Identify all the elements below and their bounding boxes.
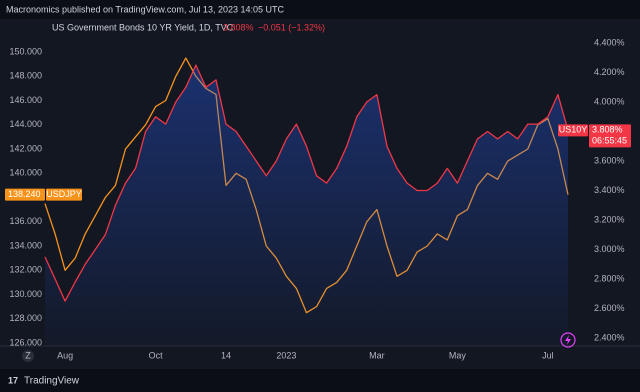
y-tick-label: 140.000 <box>9 168 42 178</box>
y-tick-label: 128.000 <box>9 313 42 323</box>
price-tag <box>5 188 45 201</box>
plot <box>44 57 569 346</box>
footer-logo: 17 <box>8 375 18 385</box>
y2-tick-label: 3.400% <box>594 185 625 195</box>
y2-tick-label: 4.200% <box>594 67 625 77</box>
scale-button-bg[interactable] <box>22 350 34 362</box>
y-tick-label: 134.000 <box>9 240 42 250</box>
y2-tick-label: 4.000% <box>594 96 625 106</box>
y-tick-label: 150.000 <box>9 46 42 56</box>
series-name-tag-text: USDJPY <box>46 189 82 199</box>
x-tick-label: 14 <box>221 350 231 360</box>
series-name-tag <box>558 124 588 137</box>
y-tick-label: 130.000 <box>9 289 42 299</box>
y-tick-label: 146.000 <box>9 95 42 105</box>
x-tick-label: Jul <box>542 350 554 360</box>
x-tick-label: Aug <box>57 350 73 360</box>
x-tick-label: 2023 <box>276 350 296 360</box>
y2-tick-label: 2.400% <box>594 332 625 342</box>
header-bar <box>0 0 640 19</box>
area <box>45 65 568 346</box>
line <box>44 64 569 302</box>
price-tag <box>589 124 631 148</box>
y2-tick-label: 4.400% <box>594 37 625 47</box>
legend-value: 3.808% <box>223 22 254 32</box>
footer-bar <box>0 369 640 392</box>
countdown: 06:55:45 <box>592 136 627 146</box>
price-tag-text: 138.240 <box>8 189 41 199</box>
price-tag-text: 3.808% <box>592 125 623 135</box>
x-tick-label: Mar <box>369 350 385 360</box>
y2-tick-label: 3.000% <box>594 244 625 254</box>
flash-bolt <box>565 335 571 345</box>
footer: TradingView <box>24 376 80 387</box>
series-name-tag <box>46 188 82 201</box>
header: Macronomics published on TradingView.com… <box>6 4 284 14</box>
y-tick-label: 148.000 <box>9 71 42 81</box>
x-tick-label: May <box>449 350 467 360</box>
y2-tick-label: 3.600% <box>594 155 625 165</box>
legend-title: US Government Bonds 10 YR Yield, 1D, TVC <box>52 22 234 32</box>
legend-change: −0.051 (−1.32%) <box>258 22 325 32</box>
y2-tick-label: 2.600% <box>594 303 625 313</box>
y-tick-label: 144.000 <box>9 119 42 129</box>
flash-icon[interactable] <box>560 332 576 348</box>
y-tick-label: 136.000 <box>9 216 42 226</box>
y-tick-label: 132.000 <box>9 265 42 275</box>
scale-button[interactable]: Z <box>25 350 31 360</box>
y2-tick-label: 3.200% <box>594 214 625 224</box>
x-tick-label: Oct <box>149 350 164 360</box>
y2-tick-label: 2.800% <box>594 273 625 283</box>
series-name-tag-text: US10Y <box>559 125 588 135</box>
y-tick-label: 142.000 <box>9 143 42 153</box>
y-tick-label: 126.000 <box>9 337 42 347</box>
